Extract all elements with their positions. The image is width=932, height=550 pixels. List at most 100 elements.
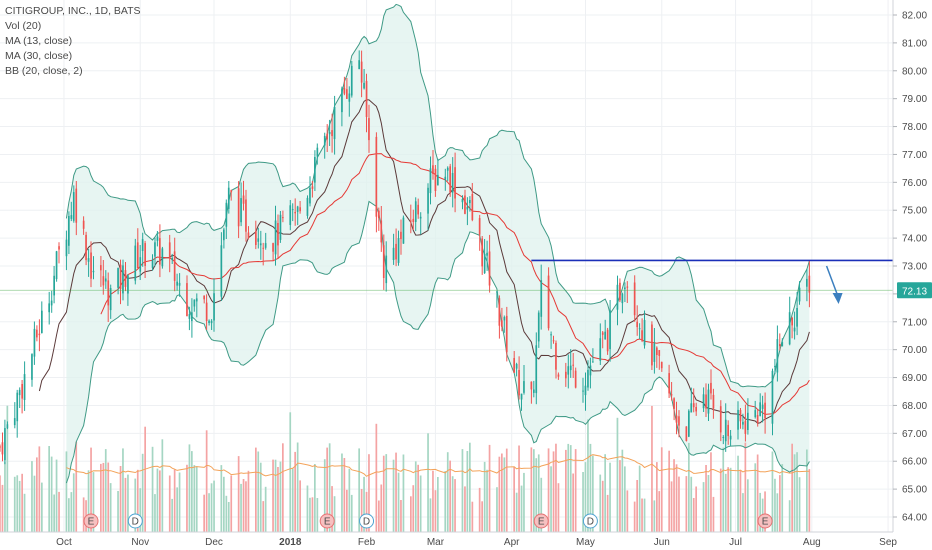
volume-bar [134, 478, 137, 532]
time-tick-label: Jul [729, 537, 742, 548]
candle-body [796, 308, 798, 327]
volume-bar [567, 443, 570, 532]
volume-ma-line [66, 454, 810, 477]
legend-ma13[interactable]: MA (13, close) [5, 35, 73, 47]
price-tick-label: 80.00 [902, 66, 927, 77]
volume-bar [296, 442, 299, 532]
candle-body [624, 287, 626, 290]
candle-body [498, 298, 501, 326]
volume-bar [747, 479, 749, 532]
volume-bar [65, 451, 68, 532]
volume-bar [237, 456, 240, 532]
dividend-marker[interactable] [127, 513, 143, 529]
volume-bar [385, 454, 388, 532]
volume-bar [599, 474, 602, 532]
volume-bar [501, 453, 503, 532]
price-tick-label: 71.00 [902, 317, 927, 328]
dividend-marker[interactable] [359, 513, 375, 529]
volume-bar [636, 480, 638, 532]
volume-bar [33, 475, 36, 532]
candle-body [523, 381, 525, 393]
volume-bar [550, 466, 552, 532]
candle-body [690, 403, 693, 413]
earnings-marker[interactable] [83, 513, 99, 529]
volume-bar [299, 480, 301, 532]
legend-ma30[interactable]: MA (30, close) [5, 50, 73, 62]
candle-body [446, 167, 449, 171]
candle-body [210, 320, 213, 324]
volume-bar [793, 454, 796, 532]
volume-bar [23, 493, 26, 532]
volume-bar [375, 423, 378, 532]
volume-bar [392, 459, 395, 532]
candle-body [171, 258, 173, 260]
volume-bar [774, 478, 776, 532]
candle-body [50, 300, 53, 306]
candle-body [540, 280, 543, 317]
legend-bb[interactable]: BB (20, close, 2) [5, 65, 83, 77]
candle-body [139, 257, 142, 272]
volume-bar [360, 489, 363, 532]
candle-body [520, 393, 523, 400]
candle-body [574, 370, 577, 388]
candle-body [722, 437, 725, 438]
down-arrow-shaft [825, 265, 840, 299]
candle-body [136, 242, 139, 268]
candle-body [68, 216, 70, 246]
volume-bar [520, 485, 523, 532]
price-axis[interactable]: 82.00 81.00 80.00 79.00 78.00 77.00 76.00 75.00… [892, 0, 932, 532]
volume-bar [483, 461, 486, 532]
volume-bar [712, 496, 715, 532]
time-tick-label: Nov [131, 537, 149, 548]
candle-body [225, 202, 228, 227]
time-axis[interactable]: Oct Nov Dec 2018 Feb Mar Apr May Jun Jul Aug Sep [0, 531, 897, 548]
candle-body [6, 424, 9, 429]
volume-bar [791, 443, 793, 532]
candle-body [230, 190, 233, 193]
volume-bar [48, 446, 50, 532]
candle-body [382, 245, 385, 278]
earnings-marker[interactable] [533, 513, 549, 529]
volume-bar [227, 502, 230, 532]
volume-bar [70, 492, 73, 532]
volume-bar [161, 439, 164, 532]
volume-bar [569, 445, 572, 532]
candle-body [58, 246, 60, 250]
volume-bar [702, 482, 705, 532]
volume-bar [437, 477, 439, 532]
volume-bar [481, 501, 483, 532]
time-tick-label: 2018 [279, 537, 302, 548]
candle-body [429, 168, 432, 194]
candle-body [380, 220, 383, 243]
time-tick-label: Mar [427, 537, 445, 548]
candle-body [124, 270, 127, 287]
legend-volume[interactable]: Vol (20) [5, 20, 42, 32]
candle-body [793, 327, 796, 332]
volume-bar [547, 448, 550, 532]
candle-body [729, 435, 732, 440]
volume-bar [673, 459, 675, 532]
volume-bar [796, 452, 798, 532]
candle-body [427, 187, 429, 214]
candle-body [348, 93, 351, 102]
volume-bar [225, 495, 228, 532]
volume-bar [159, 470, 161, 532]
candle-body [641, 330, 643, 341]
volume-bar [363, 476, 365, 532]
earnings-marker[interactable] [319, 513, 335, 529]
candle-body [262, 247, 265, 249]
dividend-marker[interactable] [582, 513, 598, 529]
candle-body [604, 331, 606, 340]
candle-body [240, 198, 242, 223]
candle-body [449, 166, 451, 193]
candle-body [36, 329, 38, 338]
volume-bar [92, 472, 95, 532]
candle-body [513, 358, 515, 373]
volume-bar [429, 498, 432, 532]
earnings-marker[interactable] [757, 513, 773, 529]
volume-bar [82, 497, 85, 532]
volume-bar [245, 481, 247, 532]
volume-bar [343, 458, 346, 532]
